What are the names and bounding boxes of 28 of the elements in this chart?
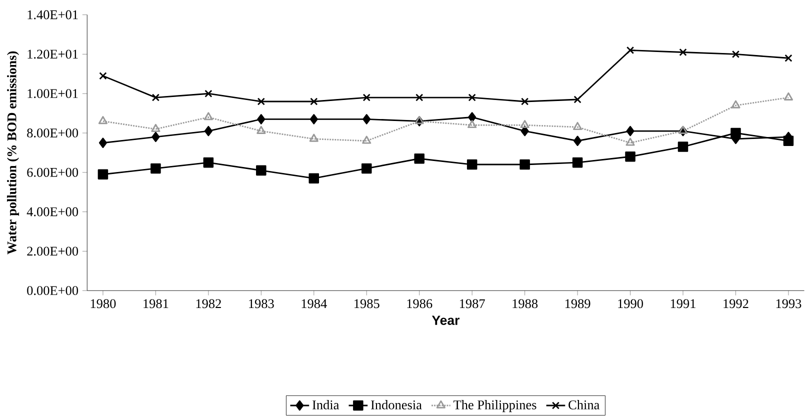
legend-label: China xyxy=(568,400,600,410)
x-tick-label: 1989 xyxy=(565,299,590,308)
x-tick-label: 1985 xyxy=(354,299,380,308)
x-tick-label: 1990 xyxy=(618,299,643,308)
y-tick-label: 1.40E+01 xyxy=(28,10,78,20)
x-tick-label: 1983 xyxy=(249,299,274,308)
x-tick-label: 1980 xyxy=(90,299,116,308)
x-tick-label: 1992 xyxy=(724,299,748,308)
x-tick-label: 1981 xyxy=(144,299,168,308)
legend-label: The Philippines xyxy=(454,400,536,412)
x-tick-label: 1988 xyxy=(512,299,538,308)
x-tick-label: 1984 xyxy=(302,299,327,308)
y-tick-label: 8.00E+00 xyxy=(27,128,78,138)
y-axis-title: Water pollution (% BOD emissions) xyxy=(6,52,20,254)
y-tick-label: 1.00E+01 xyxy=(28,89,78,98)
y-tick-label: 2.00E+00 xyxy=(27,246,78,256)
x-tick-label: 1993 xyxy=(776,299,802,308)
x-tick-label: 1987 xyxy=(460,299,485,308)
y-tick-label: 6.00E+00 xyxy=(27,168,78,177)
y-tick-label: 1.20E+01 xyxy=(28,50,78,59)
x-tick-label: 1986 xyxy=(407,299,432,308)
x-axis-title: Year xyxy=(432,316,460,326)
y-tick-label: 4.00E+00 xyxy=(26,207,78,216)
legend-label: India xyxy=(312,400,340,410)
legend-label: Indonesia xyxy=(370,400,422,410)
x-tick-label: 1991 xyxy=(670,299,696,308)
x-tick-label: 1982 xyxy=(196,299,221,308)
y-tick-label: 0.00E+00 xyxy=(27,286,78,296)
